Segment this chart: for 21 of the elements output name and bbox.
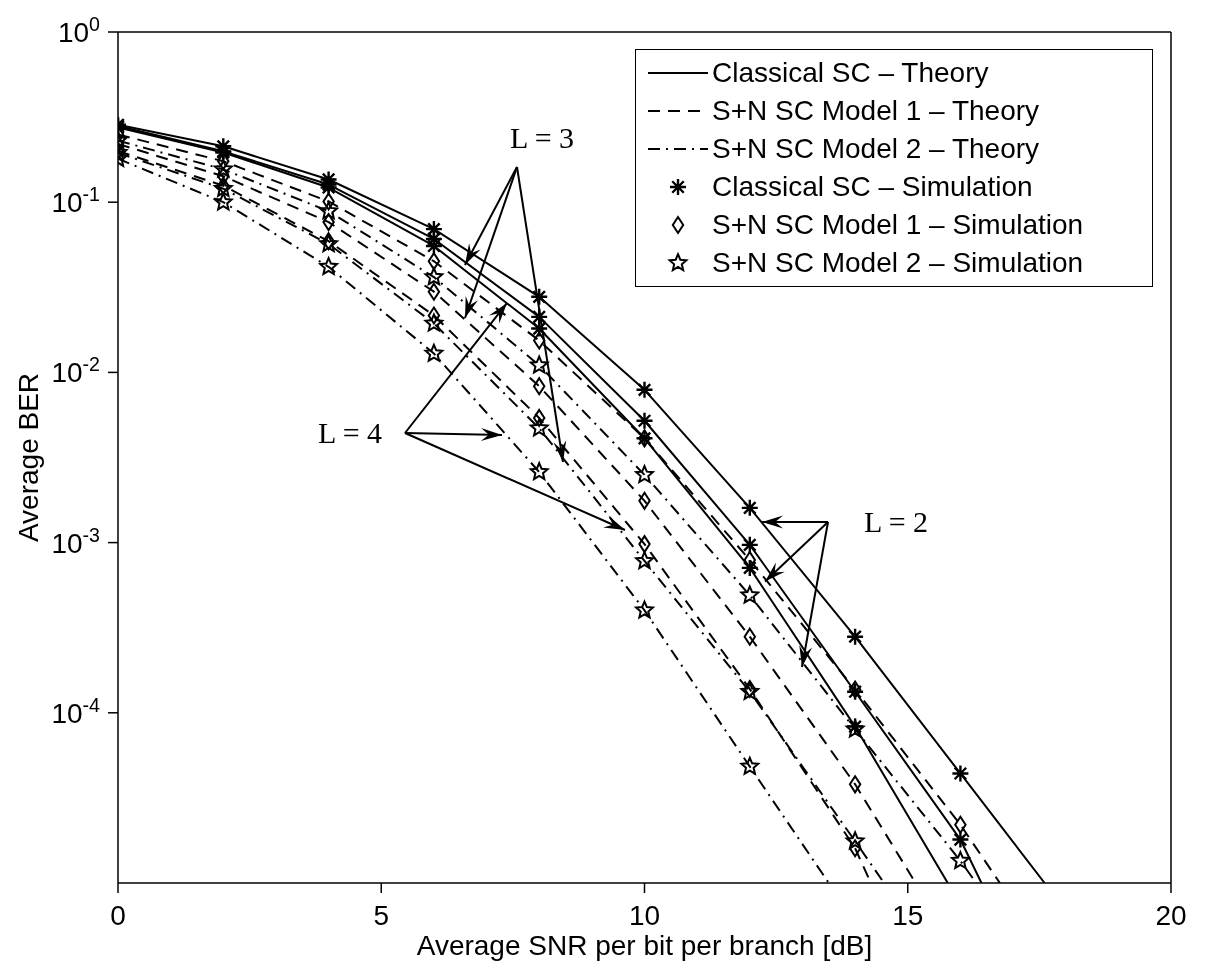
legend-label: Classical SC – Theory [712,57,989,89]
legend-label: S+N SC Model 2 – Simulation [712,247,1084,279]
x-tick-label: 20 [1155,900,1187,931]
annotation: L = 3 [509,121,575,154]
y-tick-label: 10$^{-1}$ [51,183,100,219]
legend-label: S+N SC Model 1 – Theory [712,95,1040,127]
y-tick-label: 10$^{-2}$ [51,353,100,389]
y-tick-label: 10$^{0}$ [57,13,101,48]
x-tick-label: 15 [892,900,924,931]
legend-label: S+N SC Model 1 – Simulation [712,209,1084,241]
legend-label: Classical SC – Simulation [712,171,1033,203]
x-tick-label: 0 [110,900,126,931]
x-axis-title: Average SNR per bit per branch [dB] [416,930,873,961]
legend-label: S+N SC Model 2 – Theory [712,133,1040,165]
annotation: L = 2 [863,505,929,538]
annotation: L = 4 [317,416,383,449]
y-tick-label: 10$^{-3}$ [51,523,101,559]
y-tick-label: 10$^{-4}$ [51,693,101,729]
x-tick-label: 10 [628,900,661,931]
x-tick-label: 5 [373,900,390,931]
y-axis-title: Average BER [12,372,44,543]
